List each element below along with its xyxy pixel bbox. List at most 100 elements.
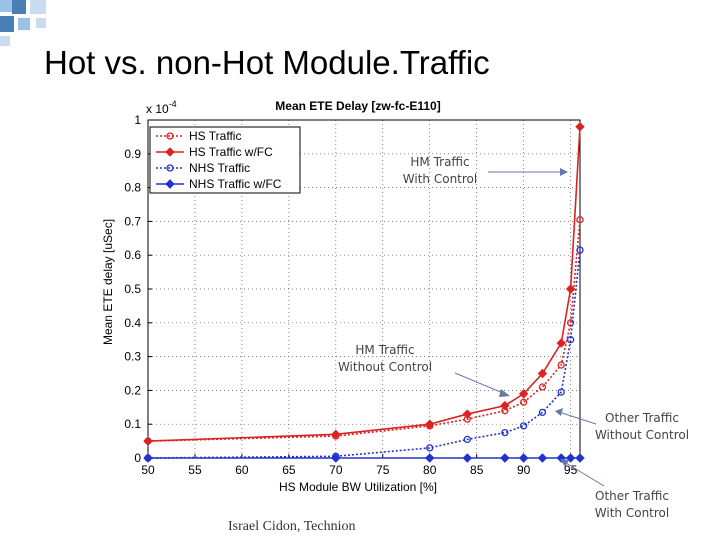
corner-square [36,18,46,28]
y-tick-label: 0.6 [124,248,141,262]
data-point [518,389,529,399]
series-4 [143,453,585,463]
x-tick-label: 60 [235,463,249,477]
data-point [575,453,585,463]
data-point [501,428,509,437]
series-line [147,250,581,459]
data-point [575,122,585,132]
data-point [537,368,548,379]
legend-marker [166,164,174,172]
data-point [566,319,575,327]
y-tick-label: 0.7 [124,214,141,228]
y-axis-label: Mean ETE delay [uSec] [101,219,115,345]
corner-square [12,0,26,14]
annotation-arrow [565,462,605,487]
data-point [576,216,584,224]
corner-square [30,0,46,14]
x-tick-label: 90 [517,463,531,477]
series-layer [143,122,585,463]
legend-label: HS Traffic [189,129,241,143]
corner-square [18,18,30,30]
y-tick-label: 0.2 [124,383,141,397]
x-tick-label: 55 [188,463,202,477]
data-point [462,453,473,463]
series-3 [144,246,584,462]
data-point [566,336,575,344]
x-tick-label: 75 [376,463,390,477]
data-point [331,429,341,440]
annotation-line: HM Traffic [355,343,414,357]
chart-legend: HS Traffic HS Traffic w/FC NHS Traffic NHS … [149,126,301,194]
y-tick-label: 0.8 [124,181,141,195]
data-point [520,398,528,406]
legend-label: NHS Traffic w/FC [189,177,282,191]
slide-footer: Israel Cidon, Technion [228,519,356,534]
y-exponent-label: x 10-4 [146,99,177,116]
y-tick-label: 1 [134,113,141,127]
annotation-arrow [561,412,597,425]
annotation-arrow [454,372,504,394]
series-2 [143,122,585,446]
y-tick-label: 0 [134,451,141,465]
data-point [425,419,435,429]
legend-item: HS Traffic [156,129,241,143]
series-1 [144,216,584,445]
y-tick-label: 0.3 [124,350,141,364]
data-point [557,388,565,396]
annotation-line: Other Traffic [595,489,669,503]
annotation-other-with-control: Other Traffic With Control [560,459,669,520]
legend-item: NHS Traffic [156,161,250,175]
data-point [565,284,576,294]
annotation-hm-without-control: HM Traffic Without Control [338,343,510,397]
annotation-arrowhead [560,459,569,467]
legend-marker [166,132,174,140]
data-point [576,246,584,254]
annotation-line: Without Control [595,428,689,442]
x-tick-label: 95 [564,463,578,477]
annotation-line: Other Traffic [605,411,679,425]
corner-square [0,36,10,46]
data-point [500,453,510,463]
legend-item: HS Traffic w/FC [156,145,273,159]
corner-square [0,0,12,12]
legend-box [149,126,301,194]
chart-title: Mean ETE Delay [zw-fc-E110] [275,99,440,113]
x-tick-label: 65 [282,463,296,477]
data-point [538,408,547,417]
annotation-arrowhead [499,389,510,397]
legend-item: NHS Traffic w/FC [156,177,282,191]
y-tick-label: 0.4 [124,316,141,330]
legend-label: HS Traffic w/FC [189,145,273,159]
legend-marker [165,147,175,157]
series-line [147,219,581,442]
annotation-line: Without Control [338,360,432,374]
annotation-line: With Control [403,172,477,186]
annotation-arrowhead [560,168,568,176]
annotation-hm-with-control: HM Traffic With Control [403,155,568,186]
legend-marker [165,179,175,189]
data-point [518,453,529,463]
x-tick-label: 70 [329,463,343,477]
slide-title: Hot vs. non-Hot Module.Traffic [44,44,490,81]
data-point [463,435,471,444]
axis-ticks: 0 0.1 0.2 0.3 0.4 0.5 0.6 0.7 0.8 0.9 1 50 55 60 65 70 7… [124,113,577,477]
annotation-line: HM Traffic [410,155,469,169]
x-axis-label: HS Module BW Utilization [%] [279,480,437,494]
data-point [143,436,153,446]
y-tick-label: 0.5 [124,282,141,296]
data-point [426,444,434,452]
data-point [143,453,153,463]
data-point [538,383,547,391]
annotation-arrowhead [555,408,563,416]
data-point [331,453,341,463]
data-point [462,409,473,419]
annotation-other-without-control: Other Traffic Without Control [555,408,689,442]
data-point [557,361,565,369]
legend-label: NHS Traffic [189,161,250,175]
x-tick-label: 85 [470,463,484,477]
x-tick-label: 50 [141,463,155,477]
data-point [537,453,548,463]
data-point [500,400,510,411]
y-tick-label: 0.1 [124,417,141,431]
